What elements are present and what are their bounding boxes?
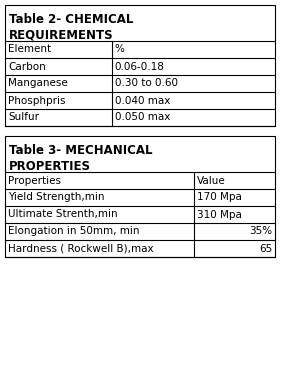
- Text: %: %: [115, 45, 124, 55]
- Text: Sulfur: Sulfur: [8, 112, 39, 122]
- Text: 0.30 to 0.60: 0.30 to 0.60: [115, 79, 178, 89]
- Text: Manganese: Manganese: [8, 79, 68, 89]
- Text: Table 2- CHEMICAL: Table 2- CHEMICAL: [9, 13, 133, 26]
- Text: 310 Mpa: 310 Mpa: [197, 209, 242, 219]
- Text: 170 Mpa: 170 Mpa: [197, 192, 242, 203]
- Text: Value: Value: [197, 176, 226, 186]
- Text: REQUIREMENTS: REQUIREMENTS: [9, 29, 114, 42]
- Bar: [5, 5, 275, 126]
- Text: Element: Element: [8, 45, 51, 55]
- Text: Yield Strength,min: Yield Strength,min: [8, 192, 105, 203]
- Text: Elongation in 50mm, min: Elongation in 50mm, min: [8, 226, 139, 236]
- Text: Hardness ( Rockwell B),max: Hardness ( Rockwell B),max: [8, 243, 154, 253]
- Text: 0.050 max: 0.050 max: [115, 112, 170, 122]
- Text: 35%: 35%: [249, 226, 272, 236]
- Text: Carbon: Carbon: [8, 62, 46, 72]
- Text: Properties: Properties: [8, 176, 61, 186]
- Text: PROPERTIES: PROPERTIES: [9, 160, 91, 173]
- Text: 0.040 max: 0.040 max: [115, 95, 170, 105]
- Text: 0.06-0.18: 0.06-0.18: [115, 62, 164, 72]
- Text: 65: 65: [259, 243, 272, 253]
- Text: Table 3- MECHANICAL: Table 3- MECHANICAL: [9, 144, 153, 157]
- Text: Ultimate Strenth,min: Ultimate Strenth,min: [8, 209, 118, 219]
- Bar: [5, 136, 275, 257]
- Text: Phosphpris: Phosphpris: [8, 95, 65, 105]
